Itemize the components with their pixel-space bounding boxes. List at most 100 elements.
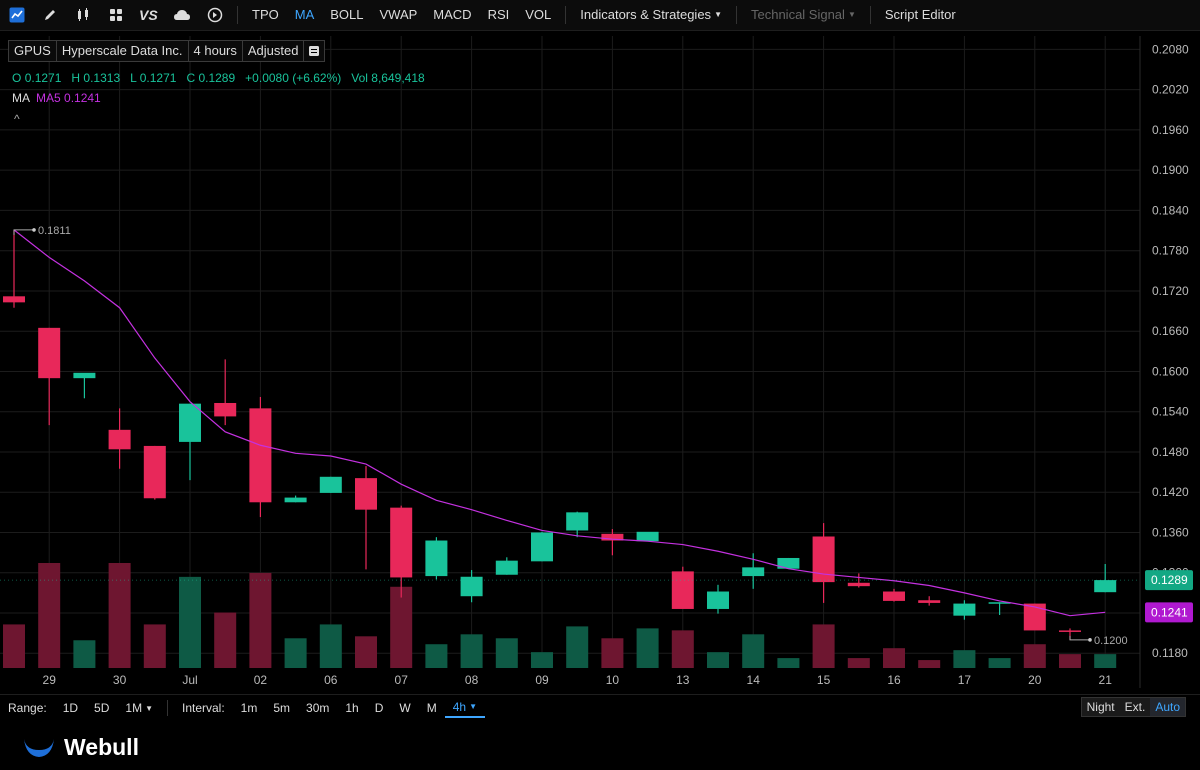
technical-signal-label: Technical Signal: [750, 6, 845, 22]
volume-value: 8,649,418: [371, 71, 425, 85]
ma-price-tag-bg: [1145, 602, 1193, 623]
extreme-markers: 0.1811 0.1200: [0, 225, 1140, 647]
interval-4h[interactable]: 4h ▼: [444, 698, 485, 719]
indicator-ma[interactable]: MA: [294, 7, 315, 22]
close-value: 0.1289: [198, 71, 236, 85]
y-tick-label: 0.1360: [1152, 525, 1189, 539]
candle-body: [179, 403, 201, 442]
chevron-down-icon: ▼: [469, 702, 477, 712]
high-value: 0.1313: [83, 71, 121, 85]
indicator-vol[interactable]: VOL: [525, 7, 552, 22]
high-label: H: [71, 71, 81, 85]
change-value: +0.0080 (+6.62%): [245, 71, 342, 85]
close-label: C: [186, 71, 196, 85]
x-tick-label: 15: [817, 673, 831, 687]
volume-bar: [671, 630, 694, 668]
candle-body: [108, 429, 131, 450]
interval-w[interactable]: W: [399, 701, 411, 715]
y-tick-label: 0.1540: [1152, 405, 1189, 419]
replay-icon[interactable]: [198, 0, 231, 30]
volume-bar: [214, 612, 237, 668]
session-night[interactable]: Night: [1081, 698, 1120, 716]
range-divider: [166, 700, 168, 716]
volume-bar: [143, 624, 166, 668]
volume-bar: [460, 634, 483, 668]
volume-label: Vol: [351, 71, 368, 85]
range-1m[interactable]: 1M ▼: [117, 701, 161, 715]
candle-body: [214, 402, 237, 417]
interval-1m[interactable]: 1m: [240, 701, 258, 715]
price-chart[interactable]: 0.1811 0.1200 0.2080 0.2020 0.1960 0.1900 0.1…: [0, 31, 1200, 691]
y-tick-label: 0.1960: [1152, 123, 1189, 137]
x-tick-label: 20: [1028, 673, 1042, 687]
ticker-symbol[interactable]: GPUS: [8, 40, 57, 62]
volume-bar: [707, 652, 729, 668]
volume-bar: [531, 652, 553, 668]
volume-bar: [1023, 644, 1046, 668]
volume-bar: [319, 624, 342, 668]
ohlc-readout: O 0.1271 H 0.1313 L 0.1271 C 0.1289 +0.0…: [12, 71, 425, 85]
session-auto[interactable]: Auto: [1150, 698, 1185, 716]
range-5d[interactable]: 5D: [94, 701, 110, 715]
volume-bar: [918, 660, 941, 668]
x-tick-label: 07: [395, 673, 409, 687]
draw-pen-icon[interactable]: [33, 0, 66, 30]
candle-body: [707, 591, 729, 609]
menu-icon[interactable]: [303, 40, 326, 62]
interval-1h[interactable]: 1h: [345, 701, 359, 715]
indicator-rsi[interactable]: RSI: [487, 7, 510, 22]
last-price-tag: 0.1289: [1151, 573, 1188, 587]
candle-body: [601, 533, 624, 541]
candlestick-icon[interactable]: [66, 0, 99, 30]
candle-body: [284, 497, 307, 503]
script-editor-button[interactable]: Script Editor: [884, 7, 956, 22]
y-tick-label: 0.1660: [1152, 324, 1189, 338]
candles: [3, 229, 1117, 640]
range-1d[interactable]: 1D: [62, 701, 79, 715]
volume-bar: [953, 650, 976, 668]
compare-vs-icon[interactable]: VS: [132, 0, 165, 30]
indicator-boll[interactable]: BOLL: [330, 7, 364, 22]
range-interval-bar: Range: 1D 5D 1M ▼ Interval: 1m 5m 30m 1h …: [0, 694, 1200, 721]
candle-body: [847, 582, 870, 587]
candle-body: [73, 372, 96, 379]
candle-body: [1059, 630, 1081, 632]
candle-body: [883, 591, 905, 601]
x-tick-label: 21: [1099, 673, 1113, 687]
low-marker-label: 0.1200: [1094, 635, 1128, 647]
collapse-chevron-up-icon[interactable]: ^: [14, 112, 20, 126]
candle-body: [636, 531, 659, 542]
indicator-tpo[interactable]: TPO: [252, 7, 279, 22]
indicator-macd[interactable]: MACD: [433, 7, 472, 22]
y-tick-label: 0.2020: [1152, 83, 1189, 97]
interval-5m[interactable]: 5m: [273, 701, 291, 715]
volume-bar: [179, 576, 201, 668]
session-ext[interactable]: Ext.: [1119, 698, 1151, 716]
interval-30m[interactable]: 30m: [306, 701, 330, 715]
interval-label[interactable]: 4 hours: [187, 40, 243, 62]
layout-grid-icon[interactable]: [99, 0, 132, 30]
volume-bar: [883, 648, 905, 668]
ma-legend[interactable]: MA MA5 0.1241: [12, 91, 101, 105]
ma-price-tag: 0.1241: [1151, 605, 1188, 619]
indicators-strategies-dropdown[interactable]: Indicators & Strategies ▼: [572, 0, 730, 30]
interval-m[interactable]: M: [426, 701, 437, 715]
chart-type-icon[interactable]: [0, 0, 33, 30]
interval-d[interactable]: D: [374, 701, 384, 715]
last-price-tag-bg: [1145, 570, 1193, 591]
technical-signal-dropdown[interactable]: Technical Signal ▼: [743, 0, 864, 30]
candle-body: [671, 571, 694, 609]
cloud-icon[interactable]: [165, 0, 198, 30]
indicator-vwap[interactable]: VWAP: [379, 7, 418, 22]
y-tick-label: 0.1840: [1152, 203, 1189, 217]
low-marker-dot: [1088, 638, 1092, 642]
candle-body: [390, 507, 413, 578]
y-tick-label: 0.1180: [1152, 646, 1188, 660]
ma5-line: [13, 229, 1106, 617]
volume-bar: [108, 563, 131, 668]
y-tick-label: 0.1600: [1152, 364, 1189, 378]
open-label: O: [12, 71, 22, 85]
candle-body: [425, 540, 448, 577]
footer: [0, 722, 1200, 770]
adjustment-label[interactable]: Adjusted: [241, 40, 305, 62]
